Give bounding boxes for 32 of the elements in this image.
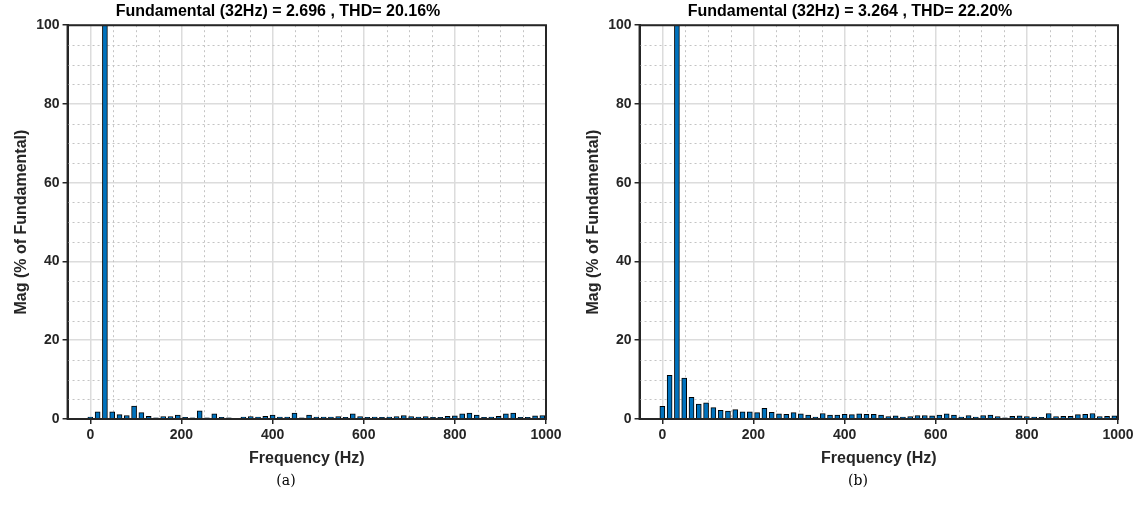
text: (b): [848, 472, 868, 488]
y-tick-label: 0: [623, 409, 632, 426]
x-tick-label: 400: [832, 426, 857, 443]
y-tick-label: 40: [43, 252, 60, 269]
x-tick-label: 800: [443, 426, 467, 443]
text: (a): [276, 472, 296, 488]
x-axis-title: Frequency (Hz): [248, 448, 365, 466]
x-tick-label: 0: [86, 426, 95, 443]
x-tick-label: 200: [741, 426, 766, 443]
y-tick-label: 40: [615, 252, 632, 269]
x-tick-label: 400: [260, 426, 285, 443]
y-tick-label: 100: [36, 16, 60, 33]
x-tick-label: 1000: [1102, 426, 1134, 443]
x-tick-label: 800: [1015, 426, 1039, 443]
x-tick-label: 600: [924, 426, 948, 443]
x-tick-label: 200: [169, 426, 194, 443]
y-tick-label: 80: [43, 94, 60, 111]
y-tick-label: 100: [608, 16, 632, 33]
y-axis-title: Mag (% of Fundamental): [12, 129, 30, 315]
y-tick-label: 20: [43, 331, 60, 348]
y-tick-label: 20: [615, 331, 632, 348]
y-tick-label: 0: [51, 409, 60, 426]
x-axis-title: Frequency (Hz): [820, 448, 937, 466]
y-tick-label: 60: [43, 173, 60, 190]
x-tick-label: 600: [352, 426, 376, 443]
y-tick-label: 80: [615, 94, 632, 111]
y-axis-title: Mag (% of Fundamental): [584, 129, 602, 315]
chart-title: Fundamental (32Hz) = 3.264 , THD= 22.20%: [687, 2, 1013, 20]
y-tick-label: 60: [615, 173, 632, 190]
x-tick-label: 0: [658, 426, 667, 443]
chart-title: Fundamental (32Hz) = 2.696 , THD= 20.16%: [115, 2, 441, 20]
x-tick-label: 1000: [530, 426, 562, 443]
